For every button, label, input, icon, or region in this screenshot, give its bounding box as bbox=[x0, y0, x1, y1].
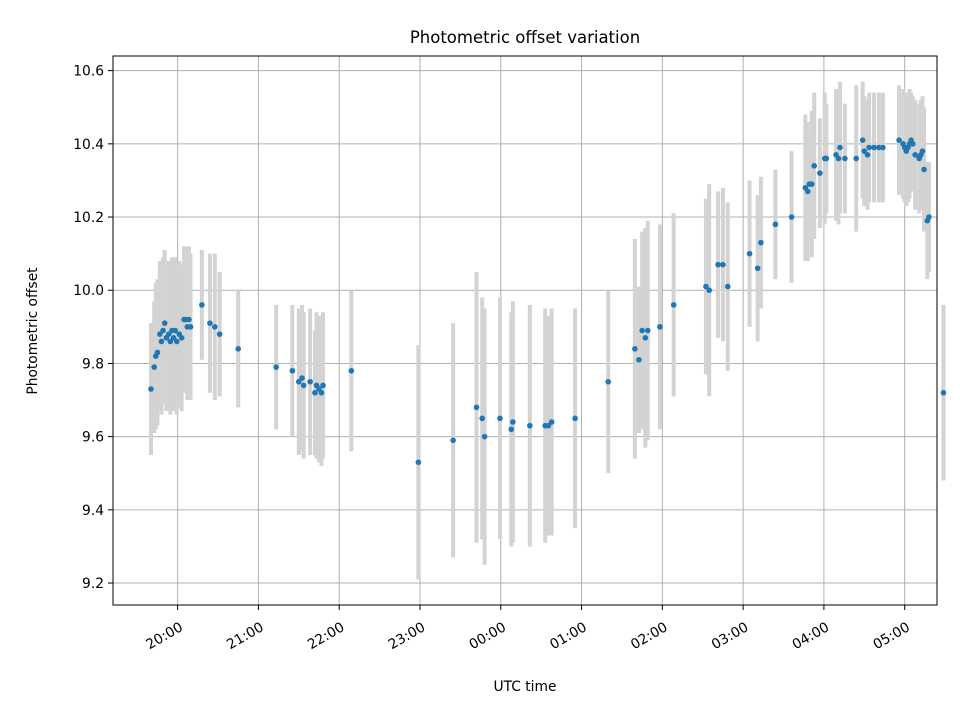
data-point bbox=[527, 422, 533, 429]
data-point bbox=[909, 141, 916, 147]
data-point bbox=[642, 335, 649, 341]
data-point bbox=[835, 155, 842, 162]
data-point bbox=[216, 331, 223, 337]
data-point bbox=[896, 137, 902, 143]
data-point bbox=[289, 367, 296, 374]
data-point bbox=[167, 338, 174, 345]
data-point bbox=[211, 324, 218, 330]
data-point bbox=[348, 367, 355, 374]
data-point bbox=[161, 320, 168, 326]
data-point bbox=[508, 426, 515, 433]
data-point bbox=[481, 433, 488, 440]
data-point bbox=[921, 166, 927, 173]
data-point bbox=[154, 349, 161, 356]
data-point bbox=[296, 378, 302, 385]
y-tick-label: 9.6 bbox=[82, 430, 104, 446]
data-point bbox=[940, 389, 947, 396]
data-point bbox=[199, 302, 205, 308]
y-tick-label: 10.2 bbox=[73, 210, 104, 226]
data-point bbox=[758, 239, 764, 246]
data-point bbox=[187, 324, 194, 330]
data-point bbox=[871, 144, 877, 151]
data-point bbox=[912, 152, 918, 158]
data-point bbox=[178, 335, 185, 341]
y-tick-label: 10.4 bbox=[73, 137, 104, 153]
data-point bbox=[804, 188, 811, 195]
data-point bbox=[644, 327, 651, 334]
y-tick-label: 9.4 bbox=[82, 503, 104, 519]
data-point bbox=[876, 144, 882, 151]
data-point bbox=[312, 389, 318, 396]
x-axis-label: UTC time bbox=[494, 679, 557, 695]
data-point bbox=[703, 283, 709, 290]
data-point bbox=[158, 338, 165, 345]
data-point bbox=[837, 144, 843, 151]
data-point bbox=[479, 415, 485, 422]
data-point bbox=[186, 316, 192, 323]
plot-area-frame bbox=[112, 55, 938, 606]
data-point bbox=[548, 419, 555, 425]
data-point bbox=[811, 163, 818, 169]
data-point bbox=[174, 338, 180, 345]
data-point bbox=[670, 302, 677, 308]
data-point bbox=[273, 364, 279, 370]
data-point bbox=[632, 346, 638, 352]
data-point bbox=[450, 437, 456, 444]
data-point bbox=[859, 137, 866, 143]
data-point bbox=[720, 261, 726, 268]
data-point bbox=[300, 382, 307, 389]
data-point bbox=[148, 386, 154, 392]
data-point bbox=[545, 422, 552, 429]
data-point bbox=[151, 364, 157, 370]
data-point bbox=[788, 214, 795, 220]
data-point bbox=[572, 415, 578, 422]
data-point bbox=[207, 320, 213, 326]
data-point bbox=[160, 327, 166, 334]
data-point bbox=[823, 155, 830, 162]
data-point bbox=[864, 152, 871, 158]
data-point bbox=[866, 144, 872, 151]
data-point bbox=[715, 261, 721, 268]
data-point bbox=[172, 327, 179, 334]
data-point bbox=[880, 144, 886, 151]
data-point bbox=[636, 356, 642, 363]
data-point bbox=[926, 214, 932, 220]
data-point bbox=[808, 181, 815, 187]
data-point bbox=[919, 148, 926, 154]
data-point bbox=[497, 415, 503, 422]
data-point bbox=[657, 324, 663, 330]
data-point bbox=[853, 155, 860, 162]
data-point bbox=[415, 459, 422, 466]
data-point bbox=[861, 148, 868, 154]
y-tick-label: 10.6 bbox=[73, 64, 104, 80]
data-point bbox=[754, 265, 761, 272]
y-axis-label: Photometric offset bbox=[25, 267, 41, 395]
y-tick-label: 9.2 bbox=[82, 576, 104, 592]
data-point bbox=[170, 335, 177, 341]
data-point bbox=[510, 419, 516, 425]
data-point bbox=[307, 378, 313, 385]
data-point bbox=[320, 382, 326, 389]
data-point bbox=[605, 378, 612, 385]
data-point bbox=[473, 404, 480, 411]
data-points bbox=[148, 137, 947, 466]
data-point bbox=[706, 287, 712, 294]
data-point bbox=[157, 331, 163, 337]
y-axis-ticks: 9.2 9.4 9.6 9.8 10.0 10.2 10.4 10.6 bbox=[73, 64, 113, 592]
data-point bbox=[772, 221, 779, 228]
data-point bbox=[165, 331, 172, 337]
data-point bbox=[235, 346, 242, 352]
data-point bbox=[299, 375, 305, 381]
data-point bbox=[318, 389, 325, 396]
data-point bbox=[842, 155, 848, 162]
y-tick-label: 9.8 bbox=[82, 356, 104, 372]
chart-title: Photometric offset variation bbox=[410, 28, 640, 47]
data-point bbox=[724, 283, 731, 290]
data-point bbox=[746, 250, 753, 257]
y-tick-label: 10.0 bbox=[73, 283, 104, 299]
data-point bbox=[817, 170, 823, 176]
data-point bbox=[639, 327, 645, 334]
